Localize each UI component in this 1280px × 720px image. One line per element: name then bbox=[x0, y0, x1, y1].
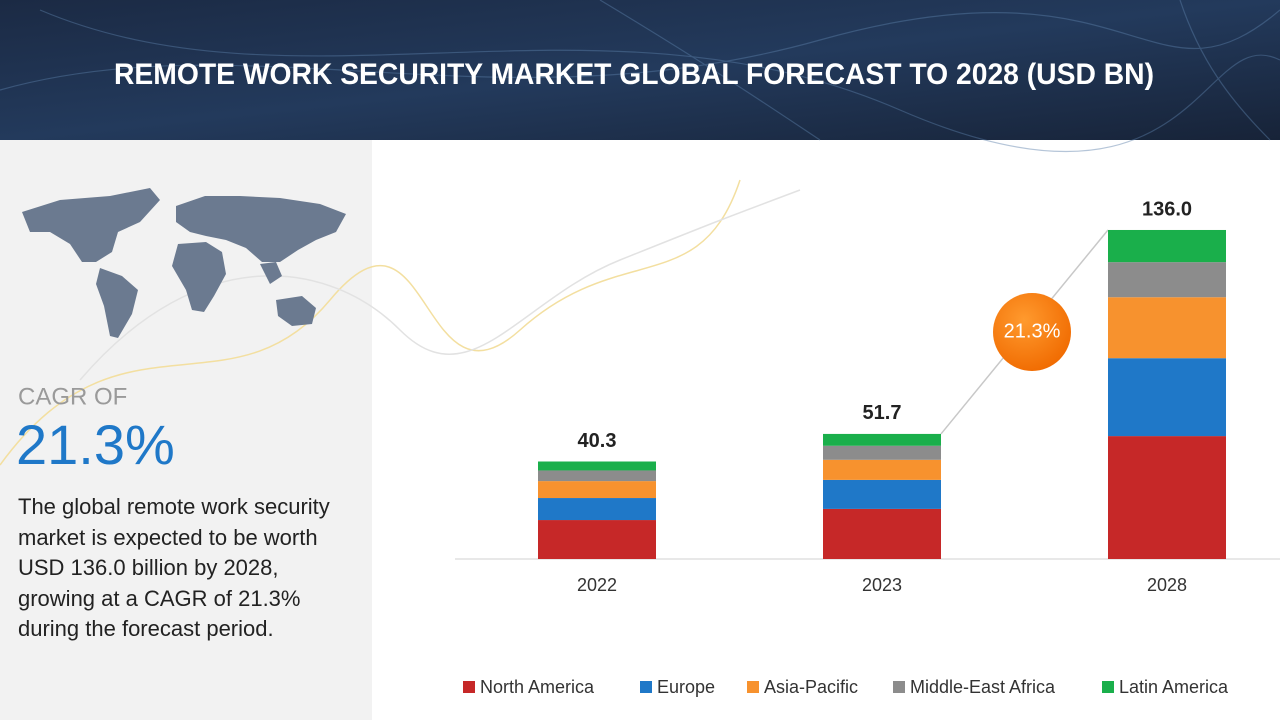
x-tick-label: 2023 bbox=[862, 575, 902, 595]
background-curves bbox=[0, 179, 801, 466]
legend-label: North America bbox=[480, 677, 595, 697]
bar-segment bbox=[823, 433, 941, 446]
x-tick-label: 2028 bbox=[1147, 575, 1187, 595]
bar-segment bbox=[538, 481, 656, 499]
legend-swatch bbox=[747, 681, 759, 693]
cagr-bubble bbox=[993, 293, 1071, 371]
bar-segment bbox=[1108, 297, 1226, 359]
bar-segment bbox=[823, 508, 941, 559]
header-bg bbox=[0, 0, 1280, 140]
legend-swatch bbox=[893, 681, 905, 693]
bar-segment bbox=[1108, 229, 1226, 263]
cagr-heading: CAGR OF bbox=[18, 383, 127, 410]
page-title: REMOTE WORK SECURITY MARKET GLOBAL FOREC… bbox=[114, 58, 1154, 91]
bar-segment bbox=[538, 520, 656, 559]
bar-segment bbox=[1108, 436, 1226, 559]
description: The global remote work security market i… bbox=[18, 494, 330, 641]
bar-segment bbox=[538, 498, 656, 521]
legend-label: Latin America bbox=[1119, 677, 1229, 697]
legend-label: Asia-Pacific bbox=[764, 677, 858, 697]
legend-swatch bbox=[1102, 681, 1114, 693]
chart: 2022 40.3 2023 51.7 2028 136.0 21.3% North Amer… bbox=[455, 198, 1280, 697]
bar-segment bbox=[823, 445, 941, 460]
bar-segment bbox=[538, 461, 656, 471]
legend-label: Europe bbox=[657, 677, 715, 697]
cagr-bubble-label: 21.3% bbox=[1004, 320, 1061, 342]
bar-segment bbox=[538, 470, 656, 482]
total-label: 40.3 bbox=[578, 430, 617, 452]
x-tick-label: 2022 bbox=[577, 575, 617, 595]
bar-segment bbox=[823, 479, 941, 509]
bar-segment bbox=[1108, 262, 1226, 298]
legend-swatch bbox=[640, 681, 652, 693]
legend-swatch bbox=[463, 681, 475, 693]
world-map bbox=[22, 188, 346, 338]
total-label: 51.7 bbox=[863, 402, 902, 424]
bar-segment bbox=[1108, 358, 1226, 437]
total-label: 136.0 bbox=[1142, 198, 1192, 220]
legend-label: Middle-East Africa bbox=[910, 677, 1056, 697]
header-decoration bbox=[0, 0, 1280, 153]
cagr-value: 21.3% bbox=[16, 413, 175, 476]
bar-segment bbox=[823, 459, 941, 480]
